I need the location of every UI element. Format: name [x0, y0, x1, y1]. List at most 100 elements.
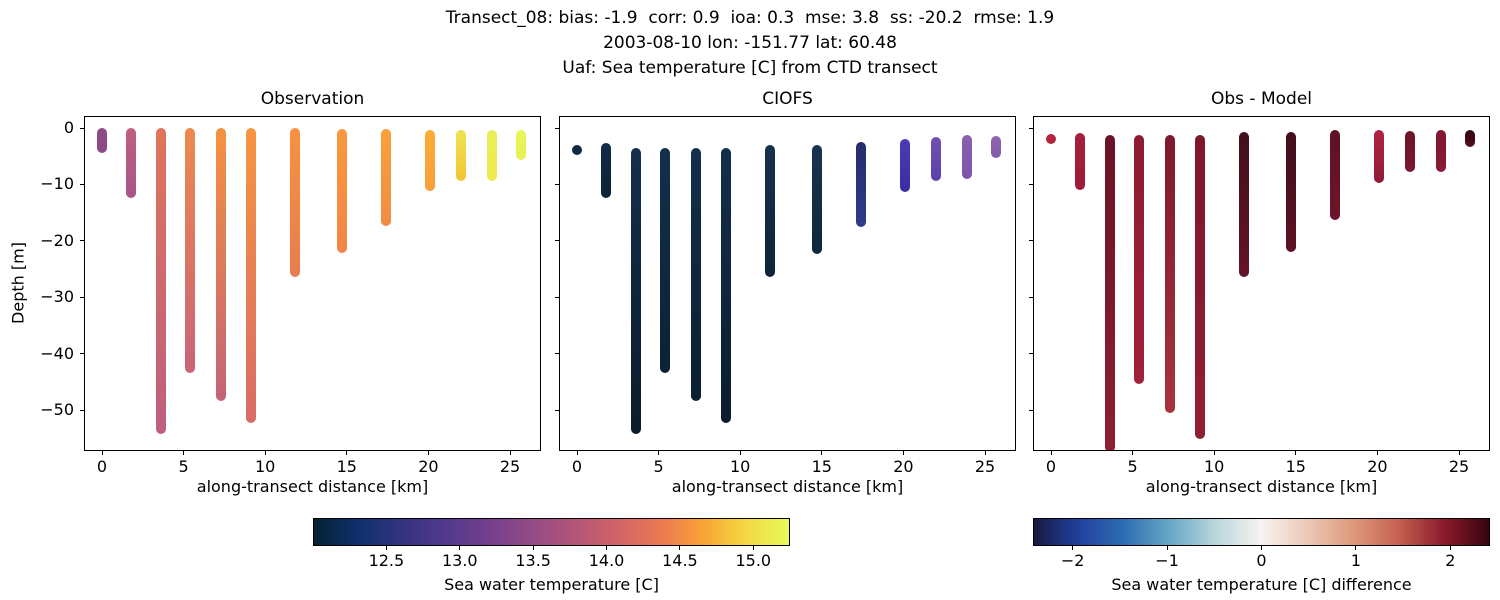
x-tick: [427, 451, 429, 455]
colorbar-tick-label: 0: [1256, 551, 1267, 570]
suptitle-date-location: 2003-08-10 lon: -151.77 lat: 60.48: [603, 33, 897, 53]
profile-bar: [380, 129, 391, 227]
x-tick-label: 10: [730, 457, 751, 476]
profile-bar: [991, 135, 1002, 158]
y-tick: [80, 353, 84, 355]
x-tick: [739, 451, 741, 455]
x-tick: [821, 451, 823, 455]
colorbar-tick: [1072, 546, 1074, 550]
colorbar-tick: [532, 546, 534, 550]
profile-bar: [1436, 129, 1447, 173]
x-tick-label: 0: [96, 457, 108, 476]
profile-bar: [572, 144, 582, 155]
profile-bar: [1194, 135, 1205, 439]
x-axis-label-observation: along-transect distance [km]: [196, 477, 429, 496]
x-tick: [509, 451, 511, 455]
colorbar-temperature-label: Sea water temperature [C]: [444, 575, 659, 594]
y-tick-label: −50: [40, 400, 74, 420]
colorbar-tick: [606, 546, 608, 550]
y-tick: [1029, 353, 1033, 355]
profile-bar: [289, 128, 300, 278]
profile-bar: [660, 148, 671, 374]
x-tick-label: 0: [1045, 457, 1057, 476]
profile-bar: [1046, 133, 1056, 144]
y-tick: [1029, 183, 1033, 185]
profile-bar: [185, 128, 196, 374]
x-axis-label-obs-model: along-transect distance [km]: [1145, 477, 1378, 496]
x-tick-label: 10: [255, 457, 276, 476]
y-tick: [80, 240, 84, 242]
colorbar-temperature: [313, 518, 790, 546]
profile-bar: [456, 129, 467, 182]
suptitle-variable: Uaf: Sea temperature [C] from CTD transe…: [562, 58, 938, 78]
colorbar-tick-label: 12.5: [368, 551, 405, 570]
profile-bar: [811, 144, 822, 254]
x-tick: [902, 451, 904, 455]
plot-area-1: [560, 117, 1015, 450]
colorbar-tick: [1261, 546, 1262, 550]
suptitle-stats: Transect_08: bias: -1.9 corr: 0.9 ioa: 0…: [445, 8, 1055, 28]
x-tick-label: 0: [571, 457, 583, 476]
y-tick-label: −30: [40, 287, 74, 307]
profile-bar: [336, 129, 347, 254]
profile-bar: [126, 128, 137, 199]
x-tick-label: 20: [1367, 457, 1388, 476]
colorbar-tick-label: −2: [1060, 551, 1085, 570]
x-tick: [576, 451, 578, 455]
colorbar-tick-label: 15.0: [735, 551, 772, 570]
profile-bar: [1285, 131, 1296, 252]
colorbar-difference-label: Sea water temperature [C] difference: [1111, 575, 1412, 594]
profile-bar: [245, 128, 256, 423]
x-tick: [346, 451, 348, 455]
x-tick-label: 10: [1204, 457, 1225, 476]
profile-bar: [1374, 130, 1385, 183]
colorbar-tick-label: 14.5: [662, 551, 698, 570]
x-tick: [1376, 451, 1378, 455]
x-tick-label: 15: [1285, 457, 1306, 476]
x-tick-label: 5: [1127, 457, 1138, 476]
x-tick: [183, 451, 185, 455]
panel-title-ciofs: CIOFS: [762, 89, 813, 109]
profile-bar: [691, 148, 702, 402]
x-tick-label: 20: [418, 457, 439, 476]
colorbar-tick-label: −1: [1155, 551, 1179, 570]
y-tick: [1029, 409, 1033, 411]
colorbar-tick: [752, 546, 754, 550]
profile-bar: [1238, 131, 1249, 278]
panel-title-obs-model: Obs - Model: [1210, 89, 1312, 109]
profile-bar: [900, 138, 911, 193]
x-tick: [1132, 451, 1134, 455]
y-axis-label: Depth [m]: [8, 242, 28, 324]
x-tick-label: 5: [178, 457, 189, 476]
x-tick: [1050, 451, 1052, 455]
colorbar-tick: [1355, 546, 1357, 550]
profile-bar: [931, 137, 942, 181]
y-tick-label: −10: [40, 174, 74, 194]
colorbar-tick: [459, 546, 461, 550]
plot-area-2: [1034, 117, 1489, 450]
y-tick: [80, 409, 84, 411]
x-tick: [1458, 451, 1460, 455]
profile-bar: [487, 129, 498, 182]
x-tick: [658, 451, 660, 455]
y-tick: [555, 353, 559, 355]
profile-bar: [720, 148, 731, 423]
profile-bar: [97, 128, 107, 153]
y-tick: [555, 183, 559, 185]
profile-bar: [601, 142, 612, 199]
profile-bar: [216, 128, 227, 402]
y-tick: [1029, 127, 1033, 129]
x-tick: [101, 451, 103, 455]
y-tick: [80, 296, 84, 298]
profile-bar: [155, 128, 166, 435]
x-tick-label: 15: [336, 457, 357, 476]
profile-bar: [1329, 129, 1340, 220]
y-tick: [555, 409, 559, 411]
colorbar-tick-label: 14.0: [588, 551, 625, 570]
x-tick: [1295, 451, 1297, 455]
profile-bar: [1104, 135, 1115, 450]
x-tick-label: 5: [653, 457, 664, 476]
x-tick-label: 25: [499, 457, 521, 476]
y-tick: [1029, 296, 1033, 298]
colorbar-difference: [1033, 518, 1490, 546]
